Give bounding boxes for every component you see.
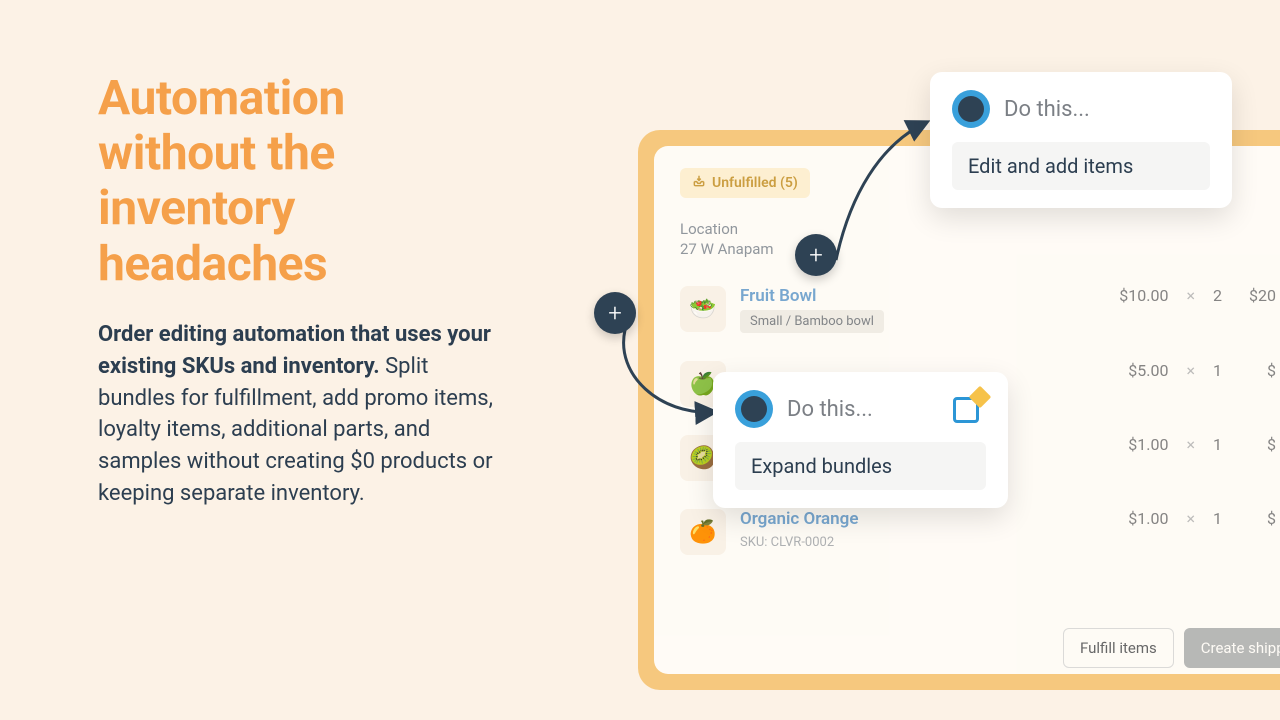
line-item: 🥗Fruit BowlSmall / Bamboo bowl$10.00×2$2…: [680, 286, 1276, 333]
inbox-icon: [692, 174, 706, 192]
item-info: Organic Orange SKU: CLVR-0002: [740, 509, 1128, 550]
popup-edit-add: Do this... Edit and add items: [930, 72, 1232, 208]
item-title[interactable]: Fruit Bowl: [740, 286, 1119, 306]
unfulfilled-badge: Unfulfilled (5): [680, 168, 810, 198]
step-dot-icon: [952, 90, 990, 128]
popup-expand-bundles: Do this... Expand bundles: [713, 372, 1008, 508]
popup-mid-title: Do this...: [787, 397, 873, 422]
item-price: $1.00: [1128, 435, 1168, 454]
price-area: $1.00 × 1 $: [1128, 435, 1276, 454]
line-item: 🍊 Organic Orange SKU: CLVR-0002$1.00 × 1 $: [680, 509, 1276, 555]
action-edit-add-items[interactable]: Edit and add items: [952, 142, 1210, 190]
item-price: $1.00: [1128, 509, 1168, 528]
price-area: $5.00 × 1 $: [1128, 361, 1276, 380]
create-shipping-button[interactable]: Create shipping: [1184, 628, 1280, 668]
line-total: $: [1240, 509, 1276, 528]
item-qty: 1: [1213, 361, 1222, 380]
badge-text: Unfulfilled (5): [712, 175, 798, 191]
item-price: $5.00: [1128, 361, 1168, 380]
price-area: $1.00 × 1 $: [1128, 509, 1276, 528]
location-label: Location: [680, 220, 1276, 238]
headline: Automation without the inventory headach…: [98, 70, 508, 291]
item-title[interactable]: Organic Orange: [740, 509, 1128, 529]
plus-node-top[interactable]: +: [795, 234, 837, 276]
variant-tag: Small / Bamboo bowl: [740, 310, 884, 333]
subtext-bold: Order editing automation that uses your …: [98, 322, 491, 379]
location-value: 27 W Anapam: [680, 240, 1276, 258]
subtext: Order editing automation that uses your …: [98, 319, 508, 510]
times-icon: ×: [1186, 435, 1195, 454]
times-icon: ×: [1186, 509, 1195, 528]
item-qty: 2: [1213, 286, 1222, 305]
line-total: $: [1240, 435, 1276, 454]
line-total: $20: [1240, 286, 1276, 305]
plus-node-left[interactable]: +: [594, 292, 636, 334]
line-total: $: [1240, 361, 1276, 380]
price-area: $10.00 × 2 $20: [1119, 286, 1276, 305]
item-qty: 1: [1213, 435, 1222, 454]
item-thumbnail: 🍊: [680, 509, 726, 555]
item-sku: SKU: CLVR-0002: [740, 535, 1128, 550]
item-info: Fruit Bowl Small / Bamboo bowl: [740, 286, 1119, 333]
item-qty: 1: [1213, 509, 1222, 528]
fulfill-items-button[interactable]: Fulfill items: [1063, 628, 1174, 668]
times-icon: ×: [1186, 361, 1195, 380]
times-icon: ×: [1186, 286, 1195, 305]
step-dot-icon: [735, 390, 773, 428]
popup-top-title: Do this...: [1004, 97, 1090, 122]
action-expand-bundles[interactable]: Expand bundles: [735, 442, 986, 490]
item-price: $10.00: [1119, 286, 1168, 305]
edit-note-icon: [950, 391, 986, 427]
